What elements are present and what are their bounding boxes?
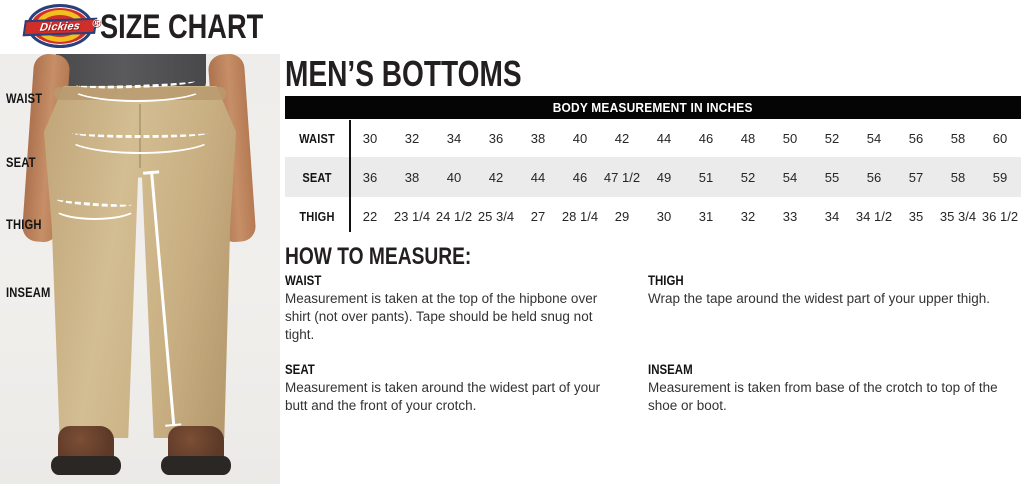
table-cell: 34 (446, 130, 462, 146)
waist-measure-arc (70, 74, 204, 102)
table-cell: 55 (824, 169, 840, 185)
how-to-measure-title: HOW TO MEASURE: (285, 243, 472, 270)
row-values-thigh: 22 23 1/4 24 1/2 25 3/4 27 28 1/4 29 30 31 32 33 34… (349, 209, 1021, 224)
table-cell: 36 1/2 (981, 208, 1019, 224)
table-cell: 35 3/4 (939, 208, 977, 224)
row-values-waist: 30 32 34 36 38 40 42 44 46 48 50 52 54 56 58 60 (349, 131, 1021, 146)
table-cell: 46 (698, 130, 714, 146)
dickies-logo: Dickies ® (22, 4, 101, 48)
row-label-seat: SEAT (302, 169, 332, 185)
table-cell: 46 (572, 169, 588, 185)
table-cell: 30 (656, 208, 672, 224)
table-cell: 32 (404, 130, 420, 146)
table-cell: 42 (488, 169, 504, 185)
table-cell: 54 (782, 169, 798, 185)
table-cell: 47 1/2 (603, 169, 641, 185)
thigh-measure-arc (52, 194, 138, 220)
section-title: MEN’S BOTTOMS (285, 53, 522, 94)
seat-measure-dashed-line (72, 128, 208, 138)
table-cell: 52 (740, 169, 756, 185)
table-cell: 29 (614, 208, 630, 224)
how-to-label-thigh: THIGH (648, 272, 684, 288)
logo-banner: Dickies ® (22, 18, 101, 37)
how-to-item-seat: SEAT Measurement is taken around the wid… (285, 361, 620, 415)
table-cell: 48 (740, 130, 756, 146)
how-to-text-seat: Measurement is taken around the widest p… (285, 380, 601, 414)
how-to-item-inseam: INSEAM Measurement is taken from base of… (648, 361, 1022, 415)
table-label-divider (349, 120, 351, 232)
how-to-label-waist: WAIST (285, 272, 322, 288)
table-row-waist: WAIST 30 32 34 36 38 40 42 44 46 48 50 52 54 56 58 60 (285, 119, 1021, 157)
table-cell: 34 1/2 (855, 208, 893, 224)
table-cell: 52 (824, 130, 840, 146)
seat-measure-arc (66, 120, 214, 154)
table-cell: 36 (362, 169, 378, 185)
how-to-text-thigh: Wrap the tape around the widest part of … (648, 291, 990, 306)
figure-label-thigh: THIGH (6, 216, 42, 232)
how-to-label-seat: SEAT (285, 361, 315, 378)
size-chart-panel: MEN’S BOTTOMS BODY MEASUREMENT IN INCHES… (285, 53, 1022, 484)
table-cell: 44 (530, 169, 546, 185)
table-cell: 40 (446, 169, 462, 185)
table-cell: 40 (572, 130, 588, 146)
table-cell: 34 (824, 208, 840, 224)
table-cell: 42 (614, 130, 630, 146)
table-cell: 25 3/4 (477, 208, 515, 224)
table-cell: 35 (908, 208, 924, 224)
table-cell: 54 (866, 130, 882, 146)
table-cell: 28 1/4 (561, 208, 599, 224)
table-cell: 56 (908, 130, 924, 146)
page-title: SIZE CHART (100, 8, 264, 46)
table-cell: 60 (992, 130, 1008, 146)
how-to-measure-grid: WAIST Measurement is taken at the top of… (285, 272, 1022, 415)
row-label-thigh: THIGH (299, 208, 335, 224)
table-cell: 23 1/4 (393, 208, 431, 224)
table-cell: 58 (950, 169, 966, 185)
table-cell: 57 (908, 169, 924, 185)
how-to-item-thigh: THIGH Wrap the tape around the widest pa… (648, 272, 1022, 343)
table-cell: 44 (656, 130, 672, 146)
table-row-seat: SEAT 36 38 40 42 44 46 47 1/2 49 51 52 54 55 56 57 58 5… (285, 157, 1021, 197)
table-cell: 36 (488, 130, 504, 146)
how-to-text-waist: Measurement is taken at the top of the h… (285, 291, 598, 342)
size-table: WAIST 30 32 34 36 38 40 42 44 46 48 50 52 54 56 58 60 S… (285, 119, 1021, 235)
table-cell: 51 (698, 169, 714, 185)
figure-label-inseam: INSEAM (6, 284, 51, 300)
table-cell: 56 (866, 169, 882, 185)
how-to-item-waist: WAIST Measurement is taken at the top of… (285, 272, 620, 343)
table-cell: 58 (950, 130, 966, 146)
how-to-label-inseam: INSEAM (648, 361, 693, 378)
table-header-label: BODY MEASUREMENT IN INCHES (553, 100, 753, 115)
figure-label-seat: SEAT (6, 154, 36, 170)
left-sole-shape (51, 456, 121, 475)
table-cell: 38 (404, 169, 420, 185)
table-cell: 59 (992, 169, 1008, 185)
table-cell: 50 (782, 130, 798, 146)
right-sole-shape (161, 456, 231, 475)
row-values-seat: 36 38 40 42 44 46 47 1/2 49 51 52 54 55 56 57 58 59 (349, 170, 1021, 185)
table-cell: 33 (782, 208, 798, 224)
figure-label-waist: WAIST (6, 90, 43, 106)
table-cell: 32 (740, 208, 756, 224)
table-cell: 24 1/2 (435, 208, 473, 224)
table-cell: 38 (530, 130, 546, 146)
how-to-text-inseam: Measurement is taken from base of the cr… (648, 380, 998, 414)
table-cell: 49 (656, 169, 672, 185)
table-cell: 30 (362, 130, 378, 146)
logo-wordmark: Dickies (39, 20, 81, 34)
table-cell: 27 (530, 208, 546, 224)
table-header-bar: BODY MEASUREMENT IN INCHES (285, 96, 1021, 119)
table-row-thigh: THIGH 22 23 1/4 24 1/2 25 3/4 27 28 1/4 29 30 31… (285, 197, 1021, 235)
row-label-waist: WAIST (299, 130, 335, 146)
table-cell: 22 (362, 208, 378, 224)
table-cell: 31 (698, 208, 714, 224)
model-photo: WAIST SEAT THIGH INSEAM (0, 54, 280, 484)
